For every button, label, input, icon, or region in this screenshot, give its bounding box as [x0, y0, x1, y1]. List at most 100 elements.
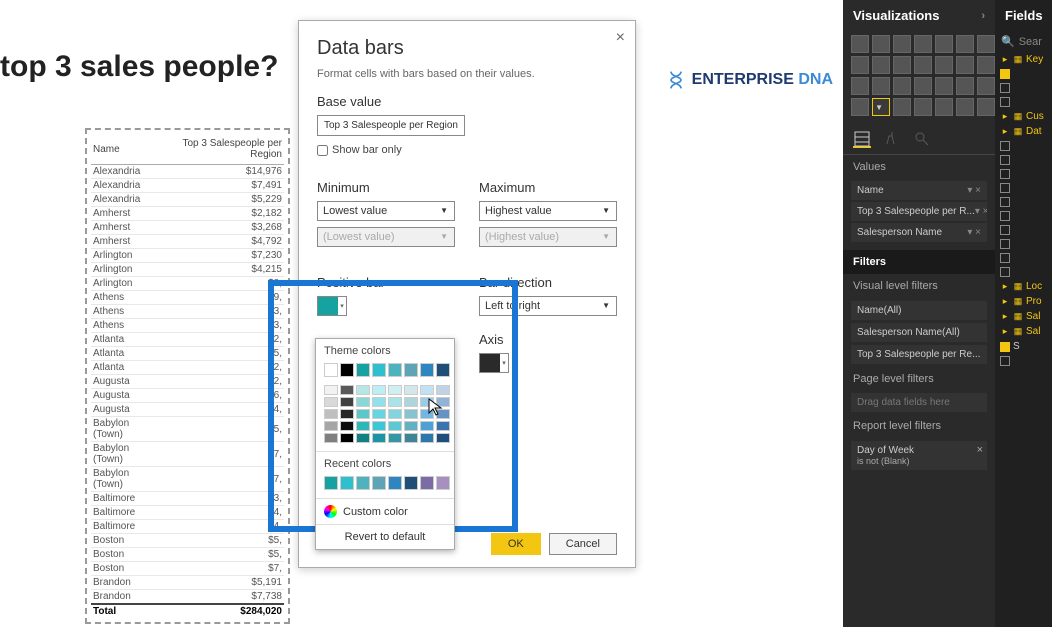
close-icon[interactable]: × — [616, 29, 625, 47]
base-value-field[interactable]: Top 3 Salespeople per Region — [317, 115, 465, 136]
color-swatch[interactable] — [404, 409, 418, 419]
bar-direction-select[interactable]: Left to right — [479, 296, 617, 316]
viz-type-icon[interactable] — [914, 77, 932, 95]
field-row[interactable] — [997, 181, 1050, 195]
color-swatch[interactable] — [388, 433, 402, 443]
table-row[interactable]: Athens$3, — [91, 305, 284, 319]
color-swatch[interactable] — [420, 421, 434, 431]
report-filter-item[interactable]: Day of Week × is not (Blank) — [851, 441, 987, 470]
table-row[interactable]: Baltimore$4, — [91, 506, 284, 520]
visual-filter-item[interactable]: Name(All) — [851, 301, 987, 320]
field-row[interactable] — [997, 67, 1050, 81]
field-row[interactable]: ▸▦Cus — [997, 109, 1050, 124]
color-swatch[interactable] — [340, 397, 354, 407]
table-row[interactable]: Alexandria$5,229 — [91, 193, 284, 207]
color-swatch[interactable] — [388, 421, 402, 431]
table-row[interactable]: Babylon (Town)$7, — [91, 442, 284, 467]
table-row[interactable]: Atlanta$5, — [91, 347, 284, 361]
field-row[interactable]: ▸▦Key — [997, 52, 1050, 67]
viz-type-icon[interactable] — [935, 56, 953, 74]
color-swatch[interactable] — [356, 433, 370, 443]
visual-filter-item[interactable]: Salesperson Name(All) — [851, 323, 987, 342]
field-row[interactable] — [997, 195, 1050, 209]
revert-default-button[interactable]: Revert to default — [316, 524, 454, 549]
field-row[interactable] — [997, 354, 1050, 368]
table-row[interactable]: Babylon (Town)$7, — [91, 467, 284, 492]
field-row[interactable] — [997, 95, 1050, 109]
color-swatch[interactable] — [436, 476, 450, 490]
color-swatch[interactable] — [420, 433, 434, 443]
color-swatch[interactable] — [356, 397, 370, 407]
table-row[interactable]: Arlington$7,230 — [91, 249, 284, 263]
axis-color[interactable]: ▾ — [479, 353, 509, 373]
visual-filter-item[interactable]: Top 3 Salespeople per Re... — [851, 345, 987, 364]
color-swatch[interactable] — [324, 385, 338, 395]
color-swatch[interactable] — [388, 363, 402, 377]
color-swatch[interactable] — [404, 476, 418, 490]
col-measure[interactable]: Top 3 Salespeople per Region — [160, 134, 284, 165]
viz-type-icon[interactable] — [851, 98, 869, 116]
cancel-button[interactable]: Cancel — [549, 533, 617, 555]
table-row[interactable]: Baltimore$4, — [91, 520, 284, 534]
field-row[interactable] — [997, 223, 1050, 237]
color-swatch[interactable] — [420, 385, 434, 395]
field-row[interactable]: ▸▦Sal — [997, 309, 1050, 324]
table-row[interactable]: Brandon$7,738 — [91, 590, 284, 605]
table-row[interactable]: Amherst$4,792 — [91, 235, 284, 249]
color-swatch[interactable] — [324, 397, 338, 407]
color-swatch[interactable] — [372, 409, 386, 419]
field-row[interactable]: ▸▦Loc — [997, 279, 1050, 294]
search-input[interactable]: Sear — [1019, 36, 1042, 48]
color-swatch[interactable] — [372, 363, 386, 377]
color-swatch[interactable] — [356, 363, 370, 377]
color-swatch[interactable] — [340, 476, 354, 490]
maximum-select[interactable]: Highest value — [479, 201, 617, 221]
table-row[interactable]: Augusta$4, — [91, 403, 284, 417]
color-swatch[interactable] — [372, 476, 386, 490]
color-swatch[interactable] — [420, 397, 434, 407]
table-row[interactable]: Arlington$8, — [91, 277, 284, 291]
remove-filter-icon[interactable]: × — [977, 444, 983, 456]
custom-color-button[interactable]: Custom color — [316, 499, 454, 524]
table-row[interactable]: Athens$9, — [91, 291, 284, 305]
table-row[interactable]: Boston$7, — [91, 562, 284, 576]
color-swatch[interactable] — [324, 433, 338, 443]
color-swatch[interactable] — [436, 421, 450, 431]
viz-type-icon[interactable] — [956, 35, 974, 53]
color-swatch[interactable] — [340, 409, 354, 419]
color-swatch[interactable] — [340, 385, 354, 395]
field-row[interactable] — [997, 237, 1050, 251]
viz-type-icon[interactable] — [956, 56, 974, 74]
color-swatch[interactable] — [388, 397, 402, 407]
color-swatch[interactable] — [356, 409, 370, 419]
color-swatch[interactable] — [436, 433, 450, 443]
field-row[interactable]: ▸▦Sal — [997, 324, 1050, 339]
color-swatch[interactable] — [436, 409, 450, 419]
color-swatch[interactable] — [436, 397, 450, 407]
viz-type-icon[interactable] — [851, 77, 869, 95]
color-swatch[interactable] — [388, 409, 402, 419]
viz-type-icon[interactable] — [872, 98, 890, 116]
field-well[interactable]: Top 3 Salespeople per R...▾ × — [851, 202, 987, 221]
table-row[interactable]: Baltimore$3, — [91, 492, 284, 506]
table-row[interactable]: Amherst$2,182 — [91, 207, 284, 221]
viz-type-icon[interactable] — [872, 77, 890, 95]
viz-type-icon[interactable] — [977, 77, 995, 95]
color-swatch[interactable] — [420, 409, 434, 419]
field-row[interactable] — [997, 153, 1050, 167]
color-swatch[interactable] — [372, 433, 386, 443]
viz-type-icon[interactable] — [893, 98, 911, 116]
color-swatch[interactable] — [388, 385, 402, 395]
color-swatch[interactable] — [388, 476, 402, 490]
table-row[interactable]: Alexandria$7,491 — [91, 179, 284, 193]
color-swatch[interactable] — [340, 421, 354, 431]
viz-type-icon[interactable] — [893, 77, 911, 95]
viz-type-icon[interactable] — [935, 98, 953, 116]
viz-type-icon[interactable] — [893, 56, 911, 74]
field-row[interactable] — [997, 209, 1050, 223]
analytics-tab-icon[interactable] — [913, 130, 931, 148]
viz-type-icon[interactable] — [872, 35, 890, 53]
color-swatch[interactable] — [436, 363, 450, 377]
field-row[interactable] — [997, 251, 1050, 265]
color-swatch[interactable] — [372, 421, 386, 431]
